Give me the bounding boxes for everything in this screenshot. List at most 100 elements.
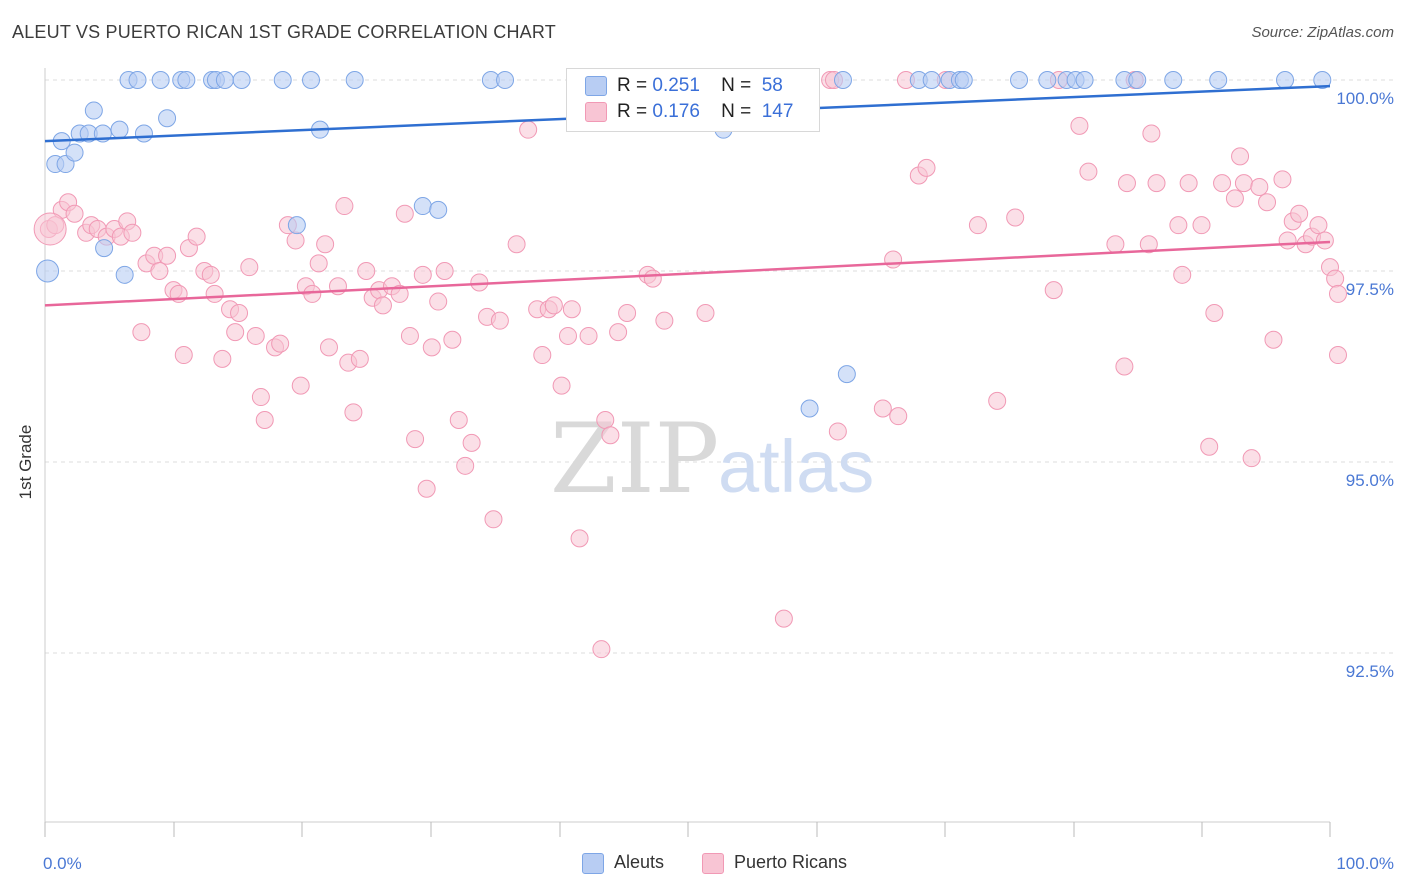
puerto-ricans-point bbox=[123, 223, 142, 242]
aleuts-n-label: N = bbox=[721, 75, 752, 96]
aleuts-n-value: 58 bbox=[761, 75, 783, 96]
puerto-ricans-point bbox=[1147, 174, 1166, 193]
aleuts-point bbox=[345, 71, 364, 89]
puerto-ricans-point bbox=[592, 640, 611, 659]
aleuts-legend-label: Aleuts bbox=[614, 852, 665, 872]
aleuts-point bbox=[1010, 71, 1029, 89]
puerto-ricans-point bbox=[558, 326, 577, 345]
aleuts-point bbox=[837, 365, 856, 384]
puerto-ricans-point bbox=[344, 403, 363, 422]
puerto-ricans-point bbox=[1173, 265, 1192, 284]
puerto-ricans-point bbox=[968, 216, 987, 235]
puerto-ricans-point bbox=[507, 235, 526, 254]
puerto-ricans-point bbox=[655, 311, 674, 330]
puerto-ricans-point bbox=[1278, 231, 1297, 250]
aleuts-point bbox=[134, 124, 153, 143]
aleuts-point bbox=[800, 399, 819, 418]
x-tick-label-1: 100.0% bbox=[1336, 854, 1394, 873]
puerto-ricans-point bbox=[1273, 170, 1292, 189]
tick-labels: 100.0% 97.5% 95.0% 92.5% 0.0% 100.0% bbox=[43, 89, 1394, 873]
source-label: Source: ZipAtlas.com bbox=[1251, 24, 1394, 41]
puerto-ricans-point bbox=[309, 254, 328, 273]
aleuts-point bbox=[115, 265, 134, 284]
puerto-ricans-point bbox=[1326, 269, 1345, 288]
puerto-ricans-point bbox=[1117, 174, 1136, 193]
puerto-ricans-point bbox=[413, 265, 432, 284]
puerto-ricans-point bbox=[696, 304, 715, 323]
puerto-ricans-point bbox=[335, 197, 354, 216]
puerto-ricans-point bbox=[443, 330, 462, 349]
watermark-atlas: atlas bbox=[718, 425, 874, 508]
puerto-ricans-point bbox=[429, 292, 448, 311]
legend-row-aleuts: R = 0.251 N = 58 bbox=[585, 75, 783, 101]
puerto-ricans-legend-swatch bbox=[702, 852, 724, 874]
aleuts-legend-swatch bbox=[582, 852, 604, 874]
puerto-ricans-point bbox=[1234, 174, 1253, 193]
puerto-ricans-point bbox=[251, 388, 270, 407]
aleuts-point bbox=[177, 71, 196, 89]
puerto-ricans-point bbox=[988, 391, 1007, 410]
puerto-ricans-point bbox=[774, 609, 793, 628]
puerto-ricans-point bbox=[570, 529, 589, 548]
puerto-ricans-point bbox=[828, 422, 847, 441]
puerto-ricans-point bbox=[158, 246, 177, 265]
puerto-ricans-point bbox=[1142, 124, 1161, 143]
puerto-ricans-point bbox=[435, 262, 454, 280]
puerto-ricans-point bbox=[417, 479, 436, 498]
watermark: ZIP atlas bbox=[550, 403, 874, 515]
aleuts-point bbox=[215, 71, 234, 89]
puerto-ricans-point bbox=[1225, 189, 1244, 208]
puerto-ricans-r-value: 0.176 bbox=[652, 101, 700, 122]
puerto-ricans-point bbox=[1179, 174, 1198, 193]
puerto-ricans-point bbox=[1079, 162, 1098, 181]
aleuts-r-value: 0.251 bbox=[652, 75, 700, 96]
puerto-ricans-point bbox=[1106, 235, 1125, 254]
watermark-zip: ZIP bbox=[550, 403, 719, 515]
puerto-ricans-point bbox=[643, 269, 662, 288]
puerto-ricans-points bbox=[33, 71, 1347, 659]
puerto-ricans-point bbox=[1070, 116, 1089, 135]
puerto-ricans-n-label: N = bbox=[721, 101, 752, 122]
puerto-ricans-point bbox=[1213, 174, 1232, 193]
aleuts-r-label: R = bbox=[617, 75, 648, 96]
puerto-ricans-point bbox=[33, 212, 67, 246]
puerto-ricans-point bbox=[132, 323, 151, 342]
aleuts-point bbox=[232, 71, 251, 89]
puerto-ricans-point bbox=[1169, 216, 1188, 235]
puerto-ricans-swatch bbox=[585, 101, 607, 122]
legend-item-puerto-ricans[interactable]: Puerto Ricans bbox=[702, 852, 847, 874]
puerto-ricans-point bbox=[533, 346, 552, 365]
aleuts-point bbox=[301, 71, 320, 89]
aleuts-point bbox=[922, 71, 941, 89]
puerto-ricans-point bbox=[406, 430, 425, 449]
puerto-ricans-point bbox=[1200, 437, 1219, 456]
puerto-ricans-point bbox=[873, 399, 892, 418]
aleuts-point bbox=[158, 109, 177, 128]
aleuts-point bbox=[65, 143, 84, 162]
puerto-ricans-point bbox=[552, 376, 571, 395]
aleuts-point bbox=[110, 120, 129, 139]
aleuts-point bbox=[833, 71, 852, 89]
puerto-ricans-point bbox=[291, 376, 310, 395]
chart-title: ALEUT VS PUERTO RICAN 1ST GRADE CORRELAT… bbox=[12, 22, 556, 42]
aleuts-point bbox=[95, 239, 114, 258]
aleuts-point bbox=[1128, 71, 1147, 89]
aleuts-point bbox=[128, 71, 147, 89]
aleuts-point bbox=[413, 197, 432, 216]
puerto-ricans-point bbox=[579, 326, 598, 345]
aleuts-point bbox=[151, 71, 170, 89]
puerto-ricans-point bbox=[1006, 208, 1025, 227]
legend-item-aleuts[interactable]: Aleuts bbox=[582, 852, 664, 874]
puerto-ricans-point bbox=[544, 296, 563, 315]
puerto-ricans-point bbox=[1139, 235, 1158, 254]
puerto-ricans-point bbox=[1329, 346, 1347, 365]
puerto-ricans-point bbox=[213, 349, 232, 368]
aleuts-point bbox=[273, 71, 292, 89]
aleuts-point bbox=[429, 200, 448, 219]
puerto-ricans-point bbox=[618, 304, 637, 323]
puerto-ricans-point bbox=[1329, 284, 1347, 303]
puerto-ricans-point bbox=[316, 235, 335, 254]
aleuts-swatch bbox=[585, 75, 607, 96]
aleuts-point bbox=[1075, 71, 1094, 89]
